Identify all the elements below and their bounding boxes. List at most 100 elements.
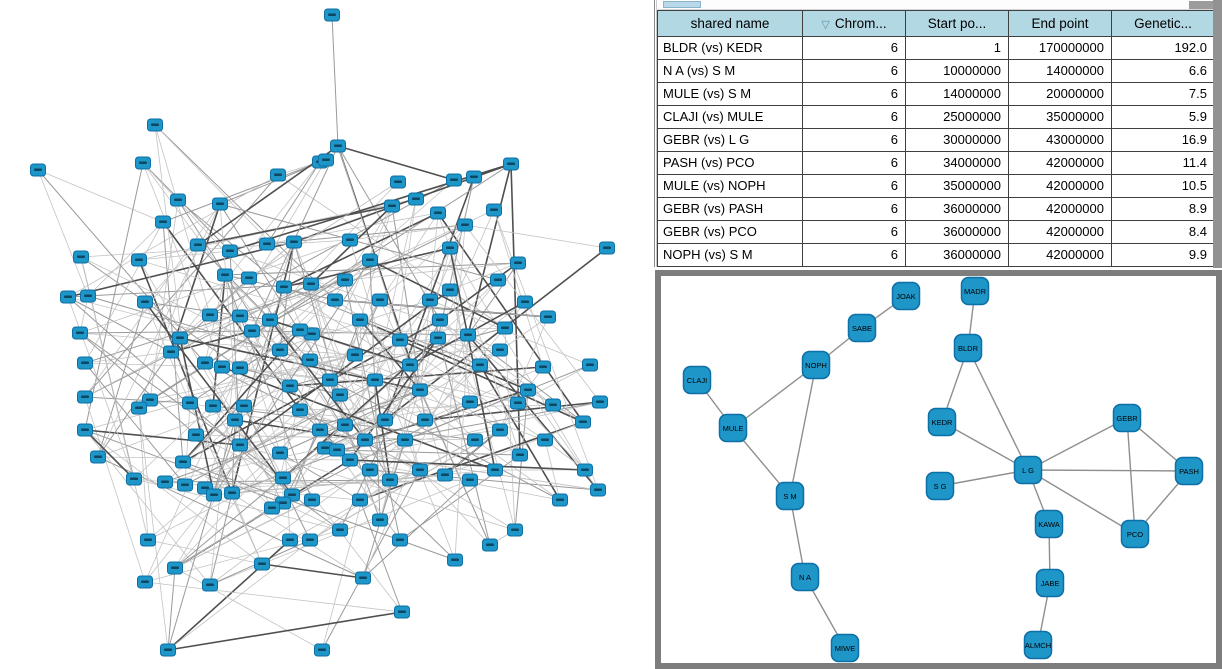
network-node-shape[interactable] [960,276,990,306]
network-node[interactable] [175,455,191,469]
table-cell[interactable]: 6 [803,198,906,221]
network-node[interactable] [472,358,488,372]
network-node-shape[interactable] [891,281,921,311]
network-node[interactable] [327,293,343,307]
network-node[interactable] [177,478,193,492]
network-node[interactable] [362,463,378,477]
table-cell[interactable]: 6 [803,152,906,175]
table-cell[interactable]: 35000000 [1009,106,1112,129]
network-node-KEDR[interactable]: KEDR [927,407,957,437]
network-node[interactable] [492,423,508,437]
network-node[interactable] [599,241,615,255]
table-cell[interactable]: 5.9 [1112,106,1215,129]
network-node[interactable] [517,295,533,309]
network-node[interactable] [430,206,446,220]
network-node[interactable] [302,533,318,547]
network-node[interactable] [244,324,260,338]
network-node[interactable] [60,290,76,304]
network-node[interactable] [357,433,373,447]
table-h-scrollbar[interactable] [658,1,1213,10]
network-node[interactable] [362,253,378,267]
network-node[interactable] [172,331,188,345]
table-cell[interactable]: 6 [803,221,906,244]
network-node[interactable] [535,360,551,374]
network-edge-GEBR-PCO[interactable] [1126,417,1136,535]
table-cell[interactable]: MULE (vs) NOPH [658,175,803,198]
network-node[interactable] [170,193,186,207]
network-node-MIWE[interactable]: MIWE [830,633,860,663]
network-node[interactable] [77,356,93,370]
network-edge-LG-GEBR[interactable] [1027,417,1128,471]
network-node-shape[interactable] [801,350,831,380]
network-node[interactable] [217,268,233,282]
network-node[interactable] [486,203,502,217]
network-node[interactable] [442,241,458,255]
network-node[interactable] [155,215,171,229]
network-node[interactable] [397,433,413,447]
network-node-shape[interactable] [1034,509,1064,539]
table-row[interactable]: PASH (vs) PCO 6 34000000 42000000 11.4 [658,152,1215,175]
network-node[interactable] [282,533,298,547]
network-node[interactable] [575,415,591,429]
network-node[interactable] [437,468,453,482]
network-node[interactable] [460,328,476,342]
network-node[interactable] [272,343,288,357]
network-node-shape[interactable] [775,481,805,511]
table-cell[interactable]: 10.5 [1112,175,1215,198]
network-node[interactable] [206,488,222,502]
network-node[interactable] [163,345,179,359]
network-node[interactable] [507,523,523,537]
network-node-shape[interactable] [1023,630,1053,660]
table-row[interactable]: GEBR (vs) L G 6 30000000 43000000 16.9 [658,129,1215,152]
network-node[interactable] [275,471,291,485]
network-node[interactable] [467,433,483,447]
table-cell[interactable]: 43000000 [1009,129,1112,152]
network-node[interactable] [317,441,333,455]
table-cell[interactable]: 6 [803,83,906,106]
network-node[interactable] [537,433,553,447]
network-node[interactable] [342,233,358,247]
network-node[interactable] [432,313,448,327]
table-row[interactable]: MULE (vs) NOPH 6 35000000 42000000 10.5 [658,175,1215,198]
table-cell[interactable]: 8.4 [1112,221,1215,244]
network-node[interactable] [157,475,173,489]
network-node[interactable] [412,463,428,477]
network-node[interactable] [236,399,252,413]
network-node-shape[interactable] [1112,403,1142,433]
network-node[interactable] [304,493,320,507]
network-node[interactable] [292,323,308,337]
network-node[interactable] [402,358,418,372]
network-node[interactable] [347,348,363,362]
table-cell[interactable]: NOPH (vs) S M [658,244,803,267]
network-node[interactable] [540,310,556,324]
network-node-MULE[interactable]: MULE [718,413,748,443]
network-node-shape[interactable] [1174,456,1204,486]
network-node[interactable] [137,295,153,309]
network-node[interactable] [214,360,230,374]
table-row[interactable]: CLAJI (vs) MULE 6 25000000 35000000 5.9 [658,106,1215,129]
network-node-NA[interactable]: N A [790,562,820,592]
column-header-3[interactable]: End point [1009,11,1112,37]
network-node-SM[interactable]: S M [775,481,805,511]
network-node-LG[interactable]: L G [1013,455,1043,485]
main-network-canvas[interactable] [0,0,652,669]
table-cell[interactable]: CLAJI (vs) MULE [658,106,803,129]
network-node[interactable] [302,353,318,367]
table-cell[interactable]: 11.4 [1112,152,1215,175]
network-node[interactable] [77,390,93,404]
table-cell[interactable]: BLDR (vs) KEDR [658,37,803,60]
table-cell[interactable]: 6 [803,60,906,83]
network-node-shape[interactable] [830,633,860,663]
network-node[interactable] [254,557,270,571]
table-cell[interactable]: 9.9 [1112,244,1215,267]
network-node[interactable] [545,398,561,412]
table-row[interactable]: GEBR (vs) PCO 6 36000000 42000000 8.4 [658,221,1215,244]
network-node[interactable] [77,423,93,437]
table-cell[interactable]: 14000000 [906,83,1009,106]
table-cell[interactable]: 6.6 [1112,60,1215,83]
network-node[interactable] [446,173,462,187]
network-node[interactable] [262,313,278,327]
network-node[interactable] [342,453,358,467]
table-cell[interactable]: 7.5 [1112,83,1215,106]
network-node[interactable] [392,333,408,347]
